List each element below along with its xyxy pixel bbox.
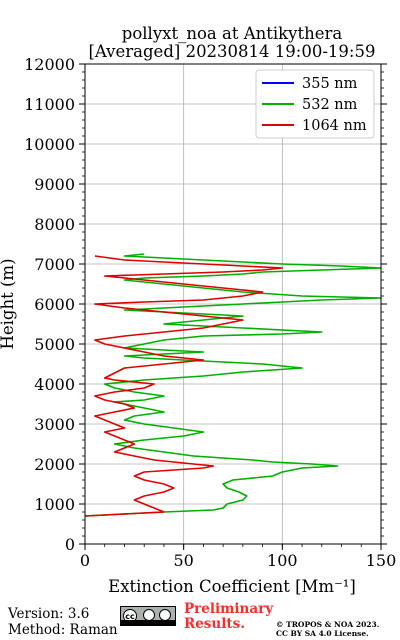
legend-532-label: 532 nm xyxy=(302,97,358,113)
y-tick-label: 7000 xyxy=(34,255,75,274)
y-tick-label: 8000 xyxy=(34,215,75,234)
y-tick-label: 4000 xyxy=(34,375,75,394)
legend-1064-label: 1064 nm xyxy=(302,118,367,134)
preliminary-line1: Preliminary xyxy=(184,601,274,617)
y-tick-label: 5000 xyxy=(34,335,75,354)
legend: 355 nm 532 nm 1064 nm xyxy=(255,69,375,139)
legend-355-label: 355 nm xyxy=(302,76,358,92)
preliminary-line2: Results. xyxy=(184,616,245,632)
series-layer xyxy=(84,253,382,517)
y-tick-label: 2000 xyxy=(34,455,75,474)
y-tick-label: 9000 xyxy=(34,175,75,194)
extinction-profile-chart: pollyxt_noa at Antikythera [Averaged] 20… xyxy=(0,24,396,596)
y-tick-label: 11000 xyxy=(24,95,75,114)
y-tick-label: 0 xyxy=(65,535,75,554)
x-tick-label: 0 xyxy=(80,551,90,570)
cc-license-badge: cc xyxy=(120,606,176,626)
x-axis-label: Extinction Coefficient [Mm⁻¹] xyxy=(108,577,356,596)
method-text: Method: Raman xyxy=(8,622,118,638)
copyright-line1: © TROPOS & NOA 2023. xyxy=(276,620,380,629)
preliminary-notice: Preliminary Results. xyxy=(184,602,273,632)
legend-box xyxy=(255,69,375,139)
series-line-1064-nm xyxy=(84,255,284,517)
badge-strip xyxy=(121,620,175,625)
x-tick-label: 50 xyxy=(173,551,193,570)
chart-title: pollyxt_noa at Antikythera xyxy=(122,24,343,43)
version-text: Version: 3.6 xyxy=(8,606,90,622)
y-tick-label: 10000 xyxy=(24,135,75,154)
series-line-532-nm xyxy=(84,253,382,517)
axis-ticks: 0100020003000400050006000700080009000100… xyxy=(24,55,396,570)
footer-info: Version: 3.6 Method: Raman xyxy=(8,606,118,638)
copyright-line2: CC BY SA 4.0 License. xyxy=(276,629,369,638)
y-tick-label: 1000 xyxy=(34,495,75,514)
y-tick-label: 3000 xyxy=(34,415,75,434)
copyright-notice: © TROPOS & NOA 2023. CC BY SA 4.0 Licens… xyxy=(276,620,379,638)
x-tick-label: 150 xyxy=(366,551,397,570)
y-tick-label: 12000 xyxy=(24,55,75,74)
chart-subtitle: [Averaged] 20230814 19:00-19:59 xyxy=(89,42,376,61)
x-tick-label: 100 xyxy=(267,551,298,570)
y-axis-label: Height (m) xyxy=(0,258,17,349)
y-tick-label: 6000 xyxy=(34,295,75,314)
